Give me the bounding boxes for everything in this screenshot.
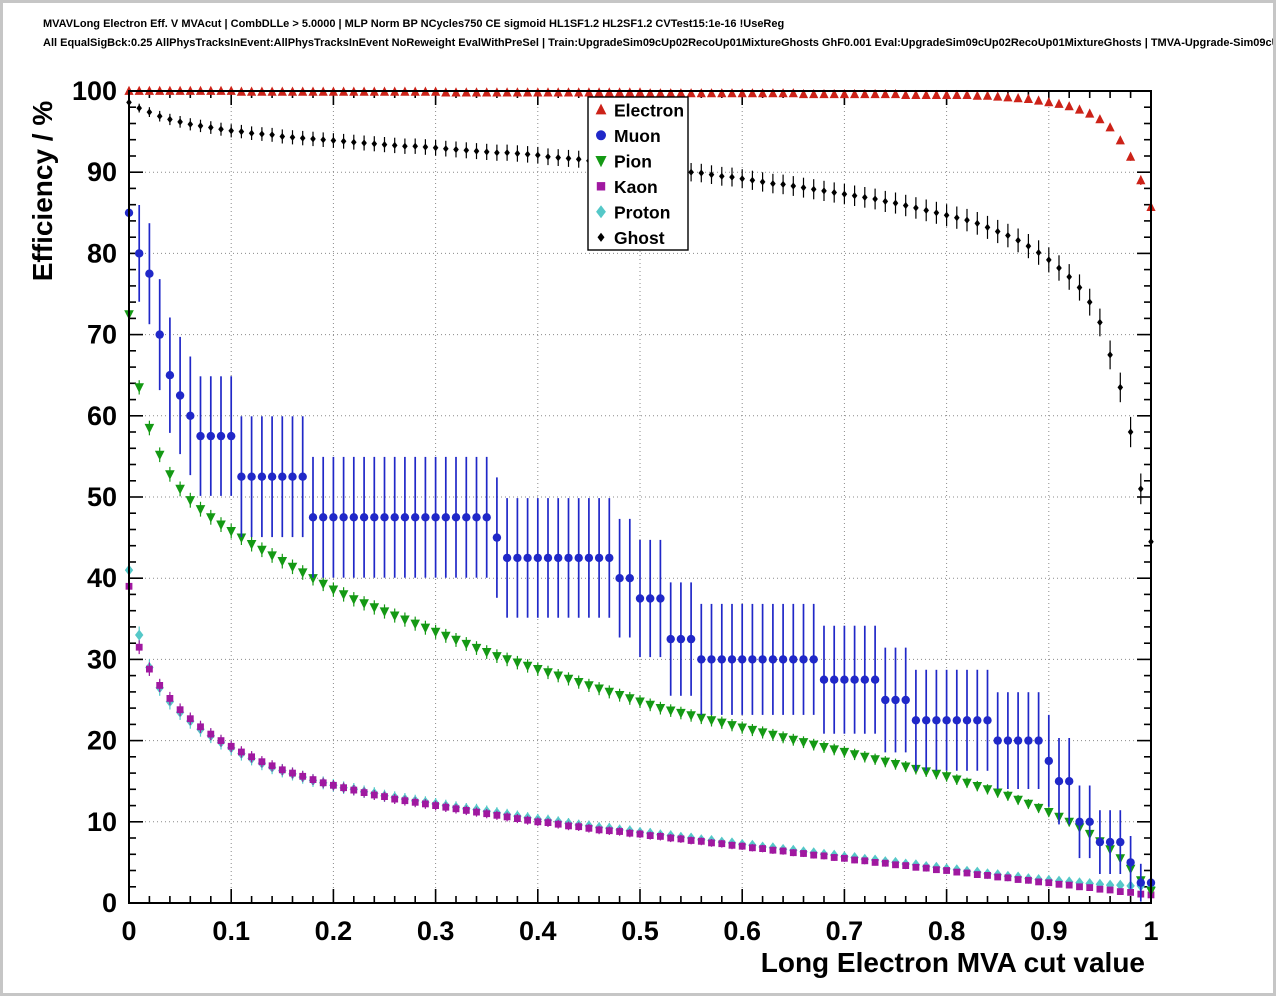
legend-label-electron: Electron [614,100,684,120]
plot-title-line2: All EqualSigBck:0.25 AllPhysTracksInEven… [43,37,1276,49]
svg-text:30: 30 [87,644,117,674]
svg-text:60: 60 [87,401,117,431]
svg-text:0: 0 [121,916,136,946]
y-tick-labels: 0 10 20 30 40 50 60 70 80 90 100 [72,76,117,918]
series-muon-markers [124,208,1156,887]
x-axis-title: Long Electron MVA cut value [760,947,1145,978]
svg-text:0.8: 0.8 [928,916,966,946]
svg-text:0: 0 [102,888,117,918]
svg-text:20: 20 [87,726,117,756]
legend-item-proton: Proton [596,202,670,222]
svg-text:100: 100 [72,76,117,106]
svg-text:50: 50 [87,482,117,512]
canvas-title-block: MVAVLong Electron Eff. V MVAcut | CombDL… [43,15,1276,53]
legend-item-ghost: Ghost [597,228,665,248]
svg-text:90: 90 [87,157,117,187]
svg-text:0.9: 0.9 [1030,916,1068,946]
svg-text:10: 10 [87,807,117,837]
plot-frame [128,90,1152,904]
plot-title-line1: MVAVLong Electron Eff. V MVAcut | CombDL… [43,18,785,30]
chart-plot-area: 0 0.1 0.2 0.3 0.4 0.5 0.6 0.7 0.8 0.9 101020304050… [72,76,1159,946]
svg-text:0.1: 0.1 [212,916,250,946]
legend-label-muon: Muon [614,126,661,146]
series-pion [124,307,1156,897]
svg-text:80: 80 [87,238,117,268]
svg-text:0.7: 0.7 [826,916,864,946]
series-ghost-markers [126,98,1154,546]
series-ghost [126,98,1154,557]
svg-text:40: 40 [87,563,117,593]
legend-label-proton: Proton [614,202,670,222]
svg-text:0.2: 0.2 [315,916,353,946]
legend-item-kaon: Kaon [596,177,658,197]
svg-text:70: 70 [87,320,117,350]
legend-label-ghost: Ghost [614,228,665,248]
svg-text:0.5: 0.5 [621,916,659,946]
svg-text:0.6: 0.6 [723,916,761,946]
series-muon [124,169,1156,902]
legend-item-electron: Electron [595,100,684,120]
legend-label-pion: Pion [614,151,652,171]
svg-text:0.4: 0.4 [519,916,557,946]
legend-label-kaon: Kaon [614,177,658,197]
legend-item-muon: Muon [596,126,661,146]
svg-text:1: 1 [1143,916,1158,946]
legend: Electron Muon Pion Kaon Proton Ghost [587,96,689,251]
svg-text:0.3: 0.3 [417,916,455,946]
series-pion-markers [124,310,1156,897]
x-tick-labels: 0 0.1 0.2 0.3 0.4 0.5 0.6 0.7 0.8 0.9 1 [121,916,1158,946]
legend-item-pion: Pion [595,151,652,171]
